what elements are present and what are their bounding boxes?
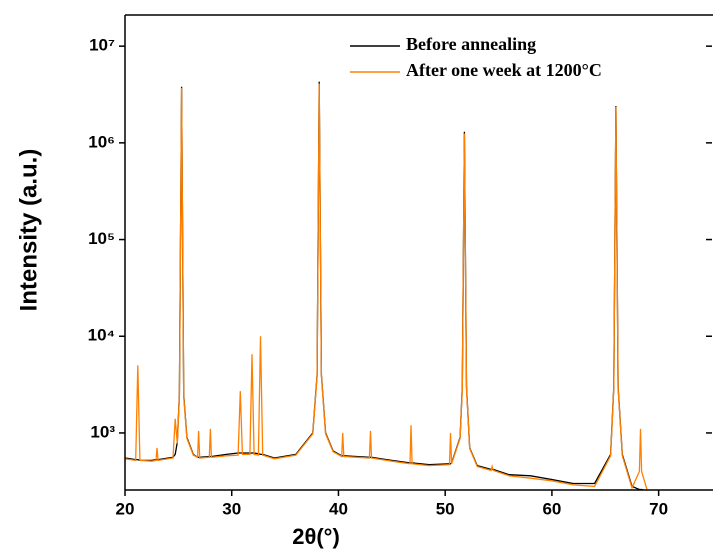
series-group	[125, 81, 648, 490]
x-tick-label: 50	[436, 499, 455, 518]
x-tick-label: 30	[222, 499, 241, 518]
x-tick-label: 60	[542, 499, 561, 518]
x-tick-label: 40	[329, 499, 348, 518]
legend-label: After one week at 1200°C	[406, 60, 602, 80]
x-tick-label: 70	[649, 499, 668, 518]
y-tick-label: 10⁴	[88, 326, 115, 345]
data-line	[125, 83, 648, 490]
y-tick-label: 10⁶	[88, 132, 115, 151]
x-axis-label: 2θ(°)	[292, 524, 340, 549]
y-tick-label: 10³	[90, 422, 115, 441]
y-axis-label: Intensity (a.u.)	[15, 149, 42, 312]
y-tick-label: 10⁷	[89, 36, 115, 55]
data-line	[125, 81, 647, 490]
y-tick-label: 10⁵	[88, 229, 115, 248]
legend-label: Before annealing	[406, 34, 536, 54]
x-tick-label: 20	[116, 499, 135, 518]
